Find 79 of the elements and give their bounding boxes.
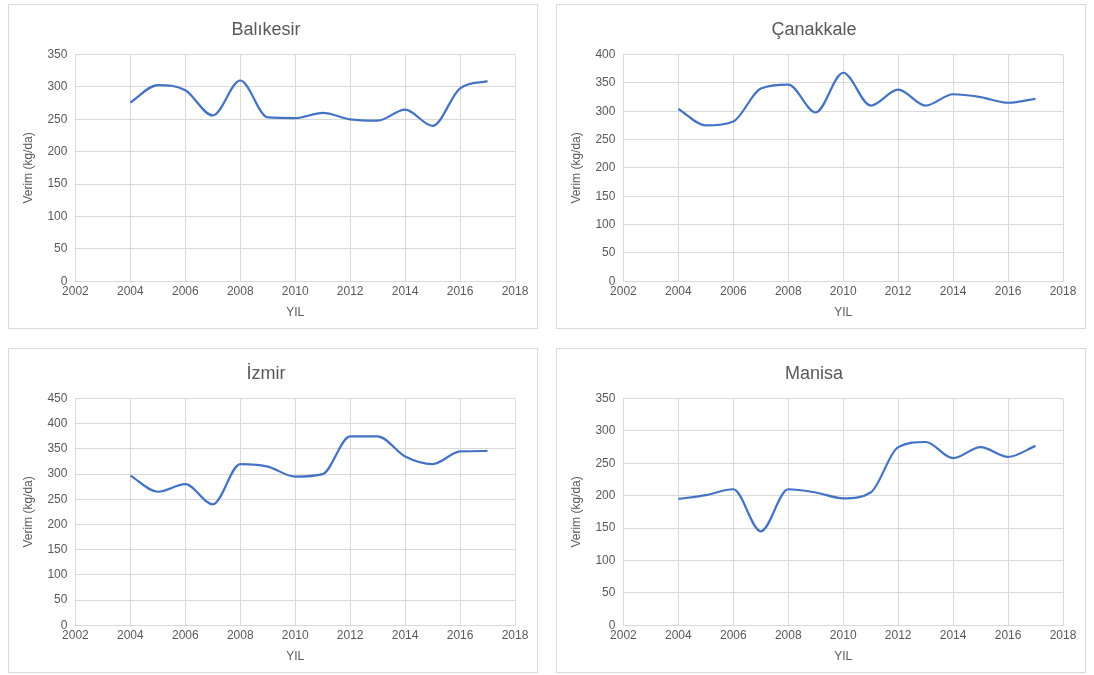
y-tick-label: 100 [47, 208, 68, 223]
chart-title: İzmir [246, 362, 286, 383]
y-tick-label: 450 [47, 390, 68, 405]
y-tick-label: 400 [595, 46, 616, 61]
y-tick-label: 300 [595, 423, 616, 438]
x-tick-label: 2018 [1049, 627, 1077, 642]
line-series [677, 440, 1037, 533]
y-tick-label: 150 [47, 176, 68, 191]
x-tick-label: 2014 [391, 627, 419, 642]
y-tick-label: 250 [595, 131, 616, 146]
x-tick-label: 2010 [281, 627, 309, 642]
y-tick-label: 250 [47, 491, 68, 506]
y-axis-title: Verim (kg/da) [20, 132, 35, 204]
y-axis-title: Verim (kg/da) [568, 132, 583, 204]
y-tick-label: 50 [54, 592, 68, 607]
x-tick-label: 2018 [1049, 283, 1077, 298]
chart-title: Manisa [784, 362, 844, 383]
y-tick-label: 200 [47, 516, 68, 531]
x-tick-label: 2006 [171, 283, 199, 298]
x-tick-label: 2012 [336, 283, 364, 298]
y-tick-label: 350 [595, 390, 616, 405]
y-axis-title: Verim (kg/da) [568, 476, 583, 548]
y-tick-label: 300 [47, 466, 68, 481]
x-tick-label: 2016 [446, 627, 474, 642]
y-tick-label: 300 [595, 103, 616, 118]
y-tick-label: 350 [47, 46, 68, 61]
x-axis-title: YIL [834, 305, 853, 320]
x-tick-label: 2012 [884, 627, 912, 642]
y-axis-title: Verim (kg/da) [20, 476, 35, 548]
x-tick-label: 2018 [501, 283, 529, 298]
x-tick-label: 2018 [501, 627, 529, 642]
x-tick-label: 2004 [117, 627, 145, 642]
y-tick-label: 50 [602, 245, 616, 260]
y-tick-label: 150 [595, 520, 616, 535]
x-tick-label: 2016 [446, 283, 474, 298]
y-tick-label: 350 [47, 441, 68, 456]
x-tick-label: 2014 [391, 283, 419, 298]
line-series [129, 435, 489, 506]
x-tick-label: 2004 [665, 627, 693, 642]
x-axis-title: YIL [286, 649, 305, 664]
y-tick-label: 150 [595, 188, 616, 203]
x-tick-label: 2004 [117, 283, 145, 298]
x-tick-label: 2010 [829, 627, 857, 642]
x-tick-label: 2012 [336, 627, 364, 642]
y-tick-label: 250 [595, 455, 616, 470]
y-tick-label: 100 [595, 216, 616, 231]
y-tick-label: 150 [47, 541, 68, 556]
x-axis-title: YIL [834, 649, 853, 664]
x-tick-label: 2006 [171, 627, 199, 642]
y-tick-label: 300 [47, 79, 68, 94]
y-tick-label: 200 [47, 144, 68, 159]
x-tick-label: 2008 [226, 627, 254, 642]
x-tick-label: 2014 [939, 283, 967, 298]
y-tick-label: 250 [47, 111, 68, 126]
y-tick-label: 50 [602, 585, 616, 600]
y-tick-label: 400 [47, 416, 68, 431]
chart-title: Çanakkale [771, 18, 857, 39]
y-tick-label: 50 [54, 241, 68, 256]
x-tick-label: 2016 [994, 627, 1022, 642]
y-tick-label: 200 [595, 160, 616, 175]
line-series [677, 71, 1037, 127]
x-tick-label: 2004 [665, 283, 693, 298]
y-tick-label: 100 [47, 567, 68, 582]
x-tick-label: 2014 [939, 627, 967, 642]
line-series [129, 79, 489, 127]
chart-title: Balıkesir [231, 18, 301, 39]
x-axis-title: YIL [286, 305, 305, 320]
x-tick-label: 2006 [719, 283, 747, 298]
y-tick-label: 350 [595, 75, 616, 90]
x-tick-label: 2012 [884, 283, 912, 298]
y-tick-label: 100 [595, 552, 616, 567]
x-tick-label: 2008 [774, 283, 802, 298]
y-tick-label: 200 [595, 488, 616, 503]
x-tick-label: 2016 [994, 283, 1022, 298]
x-tick-label: 2008 [774, 627, 802, 642]
x-tick-label: 2010 [829, 283, 857, 298]
x-tick-label: 2008 [226, 283, 254, 298]
x-tick-label: 2006 [719, 627, 747, 642]
x-tick-label: 2010 [281, 283, 309, 298]
